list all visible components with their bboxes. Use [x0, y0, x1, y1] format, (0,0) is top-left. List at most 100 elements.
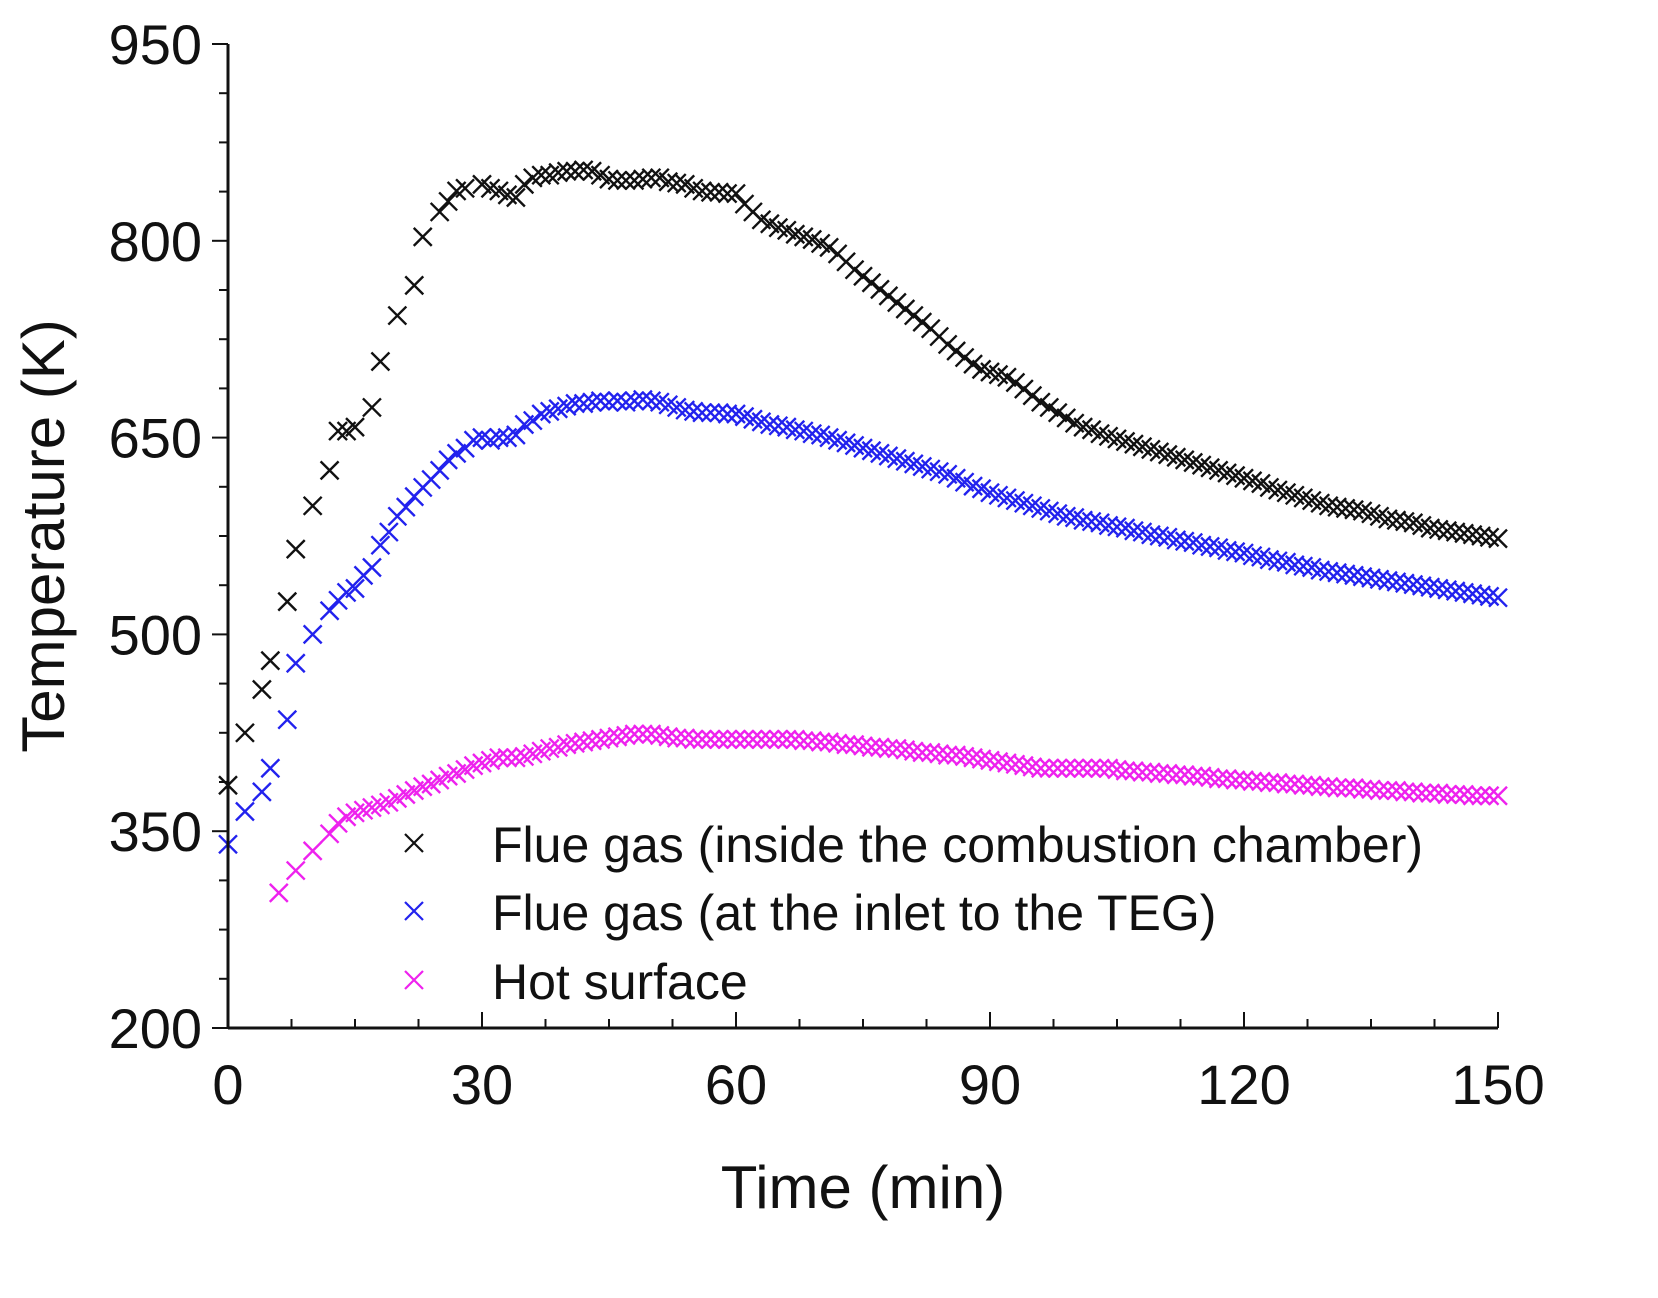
- data-point: [726, 183, 746, 204]
- data-point: [1276, 774, 1297, 794]
- data-point: [1208, 768, 1229, 789]
- data-point: [861, 737, 882, 758]
- series-0: [218, 160, 1508, 796]
- data-point: [1318, 776, 1339, 797]
- x-tick-label: 60: [705, 1053, 767, 1116]
- data-point: [1047, 402, 1068, 423]
- data-point: [1174, 531, 1195, 552]
- data-point: [1124, 760, 1144, 781]
- data-point: [1039, 758, 1060, 779]
- data-point: [235, 801, 255, 822]
- y-tick-label: 650: [109, 407, 202, 470]
- data-point: [1445, 522, 1466, 542]
- x-tick-label: 0: [212, 1053, 243, 1116]
- legend-label: Hot surface: [492, 954, 748, 1010]
- data-point: [1124, 520, 1144, 541]
- data-point: [1378, 780, 1398, 801]
- data-point: [692, 402, 712, 423]
- data-point: [971, 749, 992, 769]
- data-point: [446, 443, 467, 464]
- data-point: [1454, 523, 1474, 544]
- data-point: [379, 522, 399, 542]
- data-point: [802, 730, 823, 751]
- data-point: [785, 729, 806, 750]
- data-point: [489, 747, 509, 768]
- data-point: [624, 391, 645, 411]
- data-point: [1403, 781, 1424, 802]
- data-point: [328, 813, 348, 834]
- data-point: [328, 421, 348, 441]
- data-point: [235, 722, 255, 743]
- data-point: [1335, 498, 1356, 519]
- data-point: [870, 737, 890, 758]
- x-axis-title: Time (min): [721, 1154, 1005, 1221]
- data-point: [1225, 770, 1246, 790]
- data-point: [1428, 519, 1449, 540]
- data-point: [624, 170, 645, 191]
- data-point: [573, 160, 594, 180]
- data-point: [565, 161, 585, 182]
- data-point: [1259, 549, 1280, 570]
- data-point: [573, 393, 594, 414]
- data-point: [1454, 784, 1474, 805]
- data-point: [1242, 545, 1263, 566]
- data-point: [1335, 778, 1356, 798]
- data-point: [1200, 536, 1220, 557]
- data-point: [649, 725, 670, 746]
- data-point: [1132, 762, 1153, 783]
- data-point: [937, 745, 958, 765]
- legend-item: Flue gas (inside the combustion chamber): [404, 817, 1423, 873]
- data-point: [438, 450, 458, 470]
- data-point: [277, 709, 298, 730]
- data-point: [1395, 781, 1415, 802]
- data-point: [252, 781, 272, 802]
- data-point: [1386, 510, 1407, 531]
- y-tick-label: 350: [109, 800, 202, 863]
- data-point: [616, 392, 636, 413]
- data-point: [624, 724, 645, 744]
- data-point: [1301, 775, 1322, 796]
- data-point: [1369, 569, 1390, 590]
- data-point: [717, 404, 738, 424]
- data-point: [345, 578, 365, 599]
- data-point: [683, 729, 704, 750]
- data-point: [1030, 392, 1051, 413]
- legend-marker: [404, 901, 424, 921]
- y-tick-label: 500: [109, 603, 202, 666]
- data-point: [768, 415, 789, 436]
- data-point: [590, 729, 611, 750]
- data-point: [1437, 520, 1458, 541]
- data-point: [1420, 783, 1441, 804]
- axes: [226, 44, 1498, 1030]
- data-point: [1310, 560, 1331, 580]
- data-point: [429, 202, 450, 222]
- data-point: [548, 162, 569, 183]
- data-point: [616, 725, 636, 746]
- data-point: [700, 729, 721, 750]
- data-point: [1081, 511, 1102, 532]
- data-point: [1395, 573, 1415, 594]
- data-point: [1234, 770, 1254, 790]
- data-point: [429, 460, 450, 481]
- data-point: [1107, 516, 1127, 537]
- data-point: [1183, 766, 1204, 786]
- data-point: [285, 653, 306, 674]
- data-point: [810, 732, 831, 752]
- data-point: [302, 495, 323, 516]
- data-point: [1318, 561, 1339, 582]
- data-point: [658, 171, 679, 192]
- data-point: [997, 753, 1017, 773]
- data-point: [1471, 585, 1491, 605]
- data-point: [319, 823, 340, 844]
- data-point: [912, 742, 933, 763]
- data-point: [607, 391, 628, 411]
- data-point: [937, 334, 958, 355]
- data-point: [1395, 511, 1415, 532]
- data-point: [1141, 762, 1161, 783]
- data-point: [1352, 779, 1373, 800]
- data-point: [895, 299, 916, 319]
- data-point: [370, 535, 391, 556]
- data-point: [285, 539, 306, 559]
- data-point: [1361, 779, 1381, 800]
